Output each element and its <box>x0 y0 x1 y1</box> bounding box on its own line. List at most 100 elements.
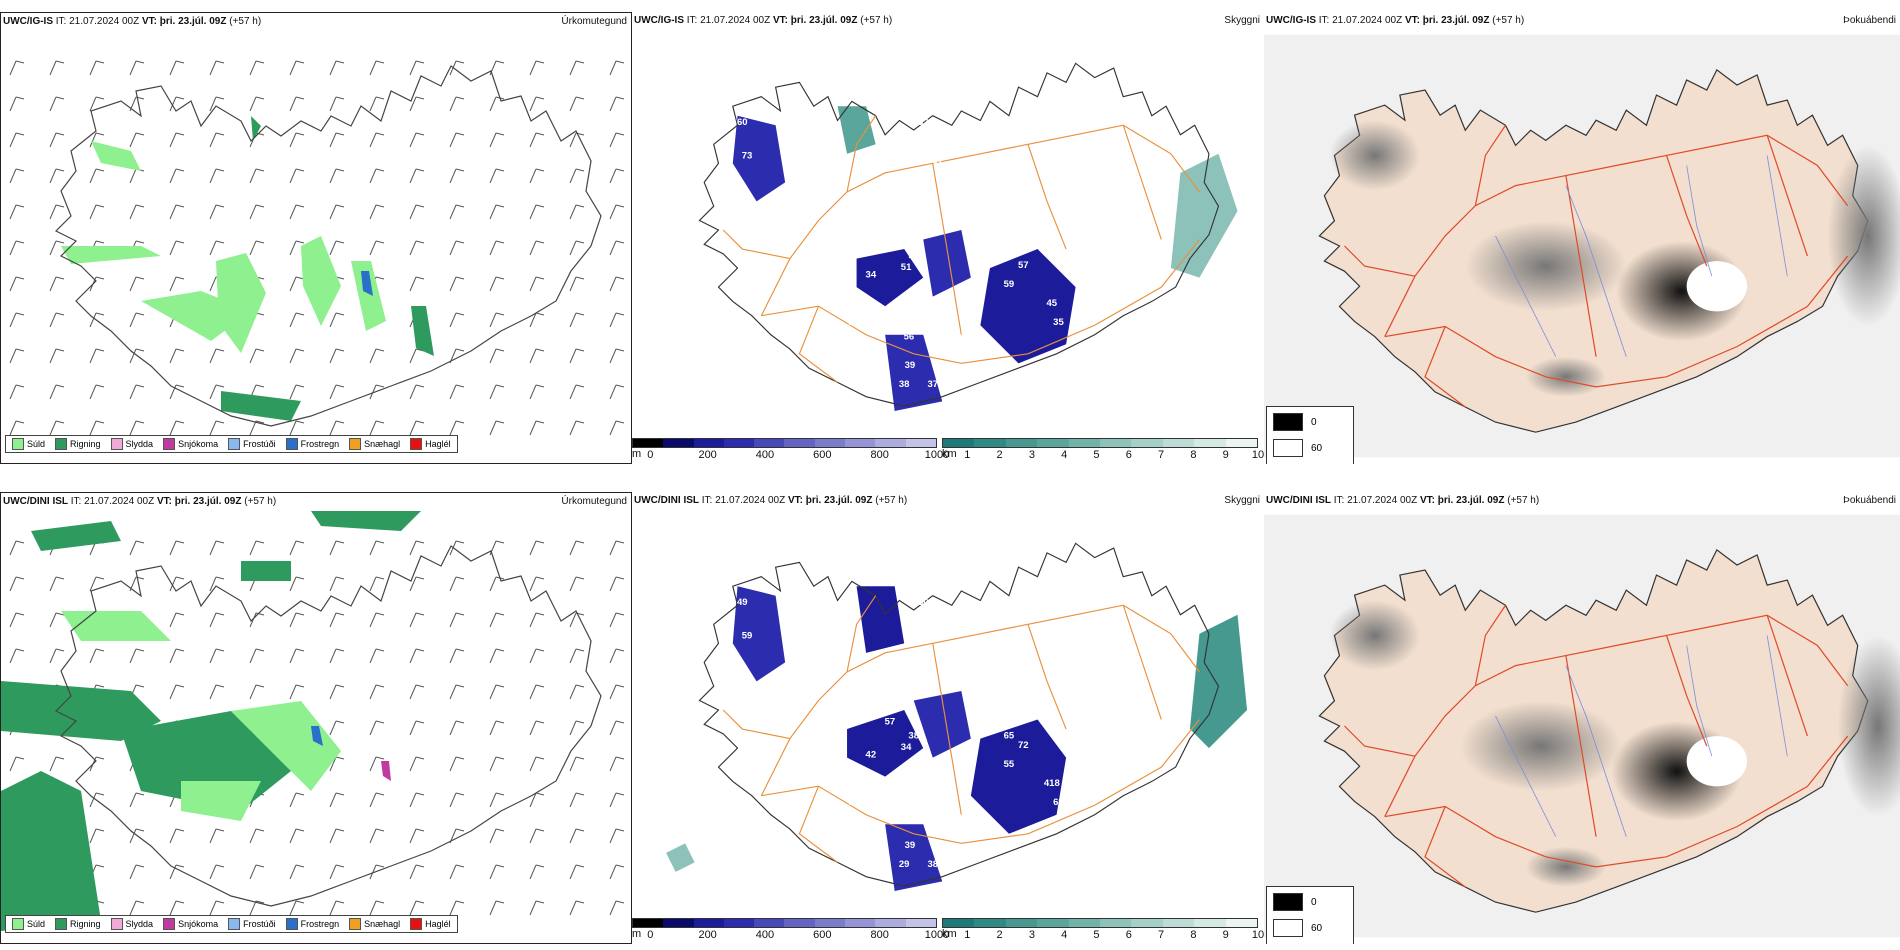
colorbar-tick: 5 <box>1093 929 1100 941</box>
wind-barb <box>489 312 505 328</box>
wind-barb <box>129 540 145 556</box>
wind-barb <box>129 60 145 76</box>
road-line <box>1384 735 1849 868</box>
legend-swatch <box>285 918 298 930</box>
wind-barb <box>449 684 465 700</box>
wind-barb <box>489 204 505 220</box>
wind-barb <box>289 384 305 400</box>
wind-barb <box>209 900 225 916</box>
wind-barb <box>49 276 65 292</box>
colorbar-tick: 8 <box>1190 929 1197 941</box>
legend-label: Slydda <box>125 439 154 449</box>
wind-barb <box>169 576 185 592</box>
precip-legend-item: Frostregn <box>285 438 339 450</box>
legend-swatch <box>55 918 68 930</box>
cloud-base-label: 34 <box>866 270 877 281</box>
wind-barb <box>9 384 25 400</box>
wind-barb <box>49 612 65 628</box>
road-line <box>1344 245 1416 277</box>
wind-barb <box>329 648 345 664</box>
road-line <box>760 124 1200 316</box>
wind-barb <box>9 204 25 220</box>
panel-title: Skyggni <box>1224 15 1260 26</box>
panel-title: Þokuábendi <box>1843 15 1896 26</box>
wind-barb <box>369 684 385 700</box>
legend-label: Slydda <box>125 919 154 929</box>
wind-barb <box>129 648 145 664</box>
wind-barb <box>329 204 345 220</box>
legend-label: Frostúði <box>243 919 276 929</box>
wind-barb <box>609 612 625 628</box>
cloud-base-label: 59 <box>1004 279 1015 290</box>
wind-barb <box>609 312 625 328</box>
wind-barb <box>409 900 425 916</box>
wind-barb <box>409 648 425 664</box>
wind-barb <box>89 756 105 772</box>
wind-barb <box>129 792 145 808</box>
wind-barb <box>529 348 545 364</box>
wind-barb <box>489 276 505 292</box>
colorbar-tick: 9 <box>1222 929 1229 941</box>
wind-barb <box>89 132 105 148</box>
wind-barb <box>409 828 425 844</box>
wind-barb <box>369 720 385 736</box>
legend-label: Rigning <box>70 919 101 929</box>
colorbar-tick: 0 <box>647 929 654 941</box>
wind-barb <box>529 684 545 700</box>
wind-barb <box>529 168 545 184</box>
colorbar-tick: 6 <box>1125 449 1132 461</box>
wind-barb <box>329 684 345 700</box>
wind-barb <box>449 384 465 400</box>
cloud-base-label: 42 <box>866 750 877 761</box>
visibility-map: 52 60 54 73 42 52 34 54 45 34 51 240 63 210 56 86 39 38 37… <box>680 62 1238 411</box>
wind-barb <box>169 612 185 628</box>
cloud-base-label: 171 <box>849 797 866 808</box>
river-line <box>1495 235 1557 357</box>
colorbar-tick: 0 <box>647 449 654 461</box>
wind-barb <box>89 792 105 808</box>
panel-title: Þokuábendi <box>1843 495 1896 506</box>
wind-barb <box>569 348 585 364</box>
wind-barb <box>9 312 25 328</box>
wind-barb <box>369 576 385 592</box>
road-line <box>1474 604 1507 686</box>
wind-barb <box>9 276 25 292</box>
wind-barb <box>489 168 505 184</box>
wind-barb <box>169 540 185 556</box>
cloud-base-label: 54 <box>718 141 729 152</box>
wind-barb <box>609 864 625 880</box>
wind-barb <box>209 576 225 592</box>
wind-barb <box>289 168 305 184</box>
cloud-base-label: 86 <box>942 341 953 352</box>
wind-barb <box>609 384 625 400</box>
wind-barb <box>369 240 385 256</box>
wind-barb <box>209 204 225 220</box>
panel-title: Skyggni <box>1224 495 1260 506</box>
wind-barb <box>369 612 385 628</box>
wind-barb <box>249 612 265 628</box>
wind-barb <box>289 96 305 112</box>
cloud-base-label: 45 <box>885 236 896 247</box>
wind-barb <box>449 612 465 628</box>
precip-legend-item: Slydda <box>110 438 154 450</box>
colorbar-tick: 4 <box>1061 929 1068 941</box>
wind-barb <box>569 96 585 112</box>
wind-barb <box>129 384 145 400</box>
legend-label: Súld <box>27 919 46 929</box>
wind-barb <box>449 540 465 556</box>
wind-barb <box>329 132 345 148</box>
legend-label: Snæhagl <box>364 919 401 929</box>
fog-legend: 0 60 <box>1266 406 1354 464</box>
wind-barb <box>249 348 265 364</box>
panel-header: UWC/IG-IS IT: 21.07.2024 00Z VT: þri. 23… <box>634 15 893 26</box>
wind-barb <box>249 648 265 664</box>
wind-barb <box>609 648 625 664</box>
wind-barb <box>569 684 585 700</box>
road-line <box>932 643 962 815</box>
wind-barb <box>609 420 625 436</box>
precip-legend: Súld Rigning Slydda Snjókoma Frostúði Frostre… <box>5 435 458 453</box>
road-line <box>722 229 791 260</box>
wind-barb <box>289 612 305 628</box>
precip-panel-2: UWC/DINI ISL IT: 21.07.2024 00Z VT: þri.… <box>0 492 632 944</box>
cloud-base-label: 76 <box>947 184 958 195</box>
